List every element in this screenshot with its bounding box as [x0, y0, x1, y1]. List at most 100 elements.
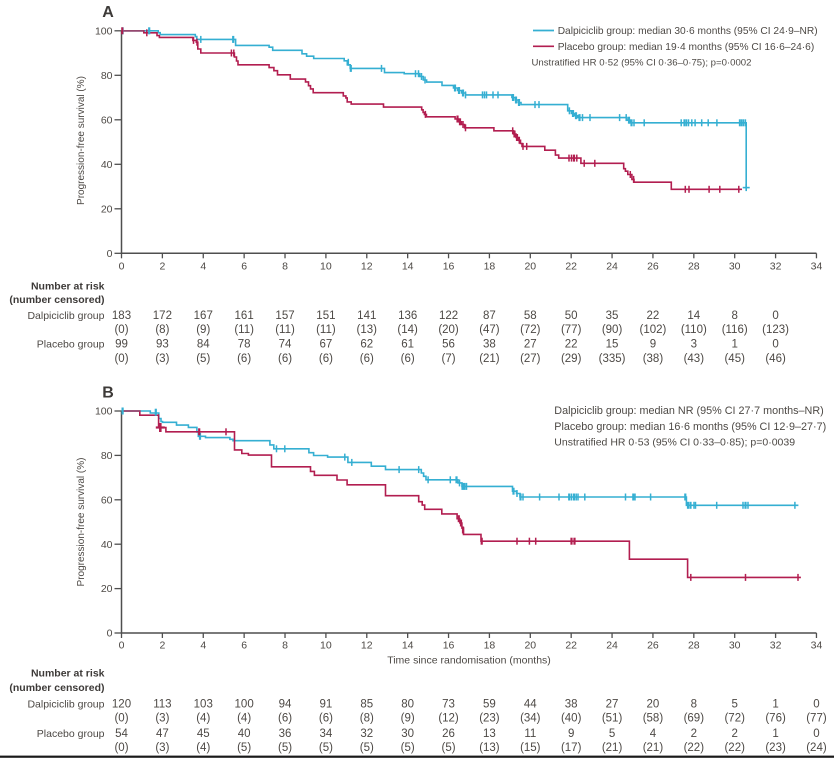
- svg-text:(76): (76): [765, 713, 786, 725]
- svg-text:(5): (5): [442, 742, 456, 754]
- svg-text:27: 27: [524, 339, 537, 351]
- svg-text:34: 34: [811, 639, 823, 651]
- svg-text:14: 14: [687, 310, 700, 322]
- svg-text:62: 62: [360, 339, 373, 351]
- svg-text:Time since randomisation (mont: Time since randomisation (months): [387, 655, 551, 667]
- svg-text:60: 60: [101, 494, 113, 506]
- svg-text:(4): (4): [196, 713, 210, 725]
- svg-text:161: 161: [235, 310, 254, 322]
- svg-text:(number censored): (number censored): [9, 294, 104, 306]
- svg-text:(0): (0): [114, 742, 128, 754]
- svg-text:(5): (5): [278, 742, 292, 754]
- svg-text:122: 122: [439, 310, 458, 322]
- svg-text:(12): (12): [438, 713, 459, 725]
- svg-text:(29): (29): [561, 353, 582, 365]
- svg-text:(38): (38): [643, 353, 664, 365]
- svg-text:50: 50: [565, 310, 578, 322]
- svg-text:141: 141: [357, 310, 376, 322]
- svg-text:Number at risk: Number at risk: [31, 281, 105, 293]
- svg-text:61: 61: [401, 339, 414, 351]
- svg-text:(6): (6): [278, 713, 292, 725]
- svg-text:(72): (72): [520, 324, 541, 336]
- svg-text:(45): (45): [724, 353, 745, 365]
- svg-text:45: 45: [197, 728, 210, 740]
- svg-text:(0): (0): [114, 353, 128, 365]
- svg-text:11: 11: [524, 728, 536, 740]
- svg-text:24: 24: [606, 639, 618, 651]
- svg-text:(21): (21): [643, 742, 664, 754]
- svg-text:73: 73: [442, 698, 455, 710]
- svg-text:4: 4: [200, 261, 206, 273]
- svg-text:(4): (4): [196, 742, 210, 754]
- svg-text:67: 67: [320, 339, 333, 351]
- svg-text:B: B: [102, 384, 114, 401]
- svg-text:85: 85: [360, 698, 373, 710]
- svg-text:87: 87: [483, 310, 496, 322]
- svg-text:28: 28: [688, 261, 700, 273]
- svg-text:12: 12: [361, 639, 373, 651]
- svg-text:34: 34: [320, 728, 333, 740]
- svg-text:0: 0: [107, 628, 113, 640]
- svg-text:0: 0: [772, 339, 778, 351]
- svg-text:Dalpiciclib group: Dalpiciclib group: [27, 698, 104, 710]
- svg-text:(6): (6): [319, 713, 333, 725]
- svg-text:9: 9: [568, 728, 574, 740]
- svg-text:56: 56: [442, 339, 455, 351]
- svg-text:(123): (123): [762, 324, 789, 336]
- svg-text:(51): (51): [602, 713, 623, 725]
- svg-text:30: 30: [729, 261, 741, 273]
- svg-text:(110): (110): [681, 324, 707, 336]
- svg-text:(9): (9): [401, 713, 415, 725]
- svg-text:(5): (5): [401, 742, 415, 754]
- svg-text:(34): (34): [520, 713, 541, 725]
- svg-text:(77): (77): [806, 713, 827, 725]
- svg-text:(21): (21): [602, 742, 623, 754]
- svg-text:8: 8: [282, 261, 288, 273]
- svg-text:4: 4: [650, 728, 657, 740]
- svg-text:2: 2: [159, 261, 165, 273]
- svg-text:(46): (46): [765, 353, 786, 365]
- svg-text:16: 16: [443, 261, 455, 273]
- svg-text:26: 26: [647, 261, 659, 273]
- svg-text:14: 14: [402, 639, 414, 651]
- svg-text:20: 20: [101, 583, 113, 595]
- svg-text:2: 2: [731, 728, 737, 740]
- svg-text:136: 136: [398, 310, 417, 322]
- svg-text:10: 10: [320, 639, 332, 651]
- svg-text:(43): (43): [684, 353, 705, 365]
- svg-text:(102): (102): [640, 324, 667, 336]
- svg-text:47: 47: [156, 728, 169, 740]
- svg-text:(22): (22): [724, 742, 745, 754]
- svg-text:1: 1: [731, 339, 737, 351]
- svg-text:100: 100: [95, 406, 113, 418]
- svg-text:(4): (4): [237, 713, 251, 725]
- svg-text:36: 36: [279, 728, 292, 740]
- svg-text:8: 8: [282, 639, 288, 651]
- svg-text:0: 0: [119, 261, 125, 273]
- svg-text:(27): (27): [520, 353, 541, 365]
- svg-text:(14): (14): [397, 324, 418, 336]
- svg-text:1: 1: [772, 698, 778, 710]
- svg-text:38: 38: [483, 339, 496, 351]
- svg-text:15: 15: [606, 339, 619, 351]
- svg-text:6: 6: [241, 639, 247, 651]
- svg-text:Placebo group: median 16·6 mon: Placebo group: median 16·6 months (95% C…: [554, 421, 826, 433]
- svg-text:(3): (3): [155, 742, 169, 754]
- svg-text:30: 30: [729, 639, 741, 651]
- svg-text:16: 16: [443, 639, 455, 651]
- svg-text:(116): (116): [722, 324, 748, 336]
- svg-text:Unstratified HR 0·52 (95% CI 0: Unstratified HR 0·52 (95% CI 0·36–0·75);…: [532, 58, 752, 69]
- svg-text:5: 5: [731, 698, 737, 710]
- svg-text:(6): (6): [278, 353, 292, 365]
- svg-text:(5): (5): [196, 353, 210, 365]
- svg-text:(17): (17): [561, 742, 582, 754]
- svg-text:1: 1: [772, 728, 778, 740]
- svg-text:(11): (11): [275, 324, 295, 336]
- svg-text:40: 40: [101, 539, 113, 551]
- svg-text:167: 167: [194, 310, 213, 322]
- svg-text:(11): (11): [316, 324, 336, 336]
- svg-text:(13): (13): [479, 742, 500, 754]
- svg-text:Number at risk: Number at risk: [31, 668, 105, 680]
- svg-text:(5): (5): [237, 742, 251, 754]
- svg-text:(0): (0): [114, 713, 128, 725]
